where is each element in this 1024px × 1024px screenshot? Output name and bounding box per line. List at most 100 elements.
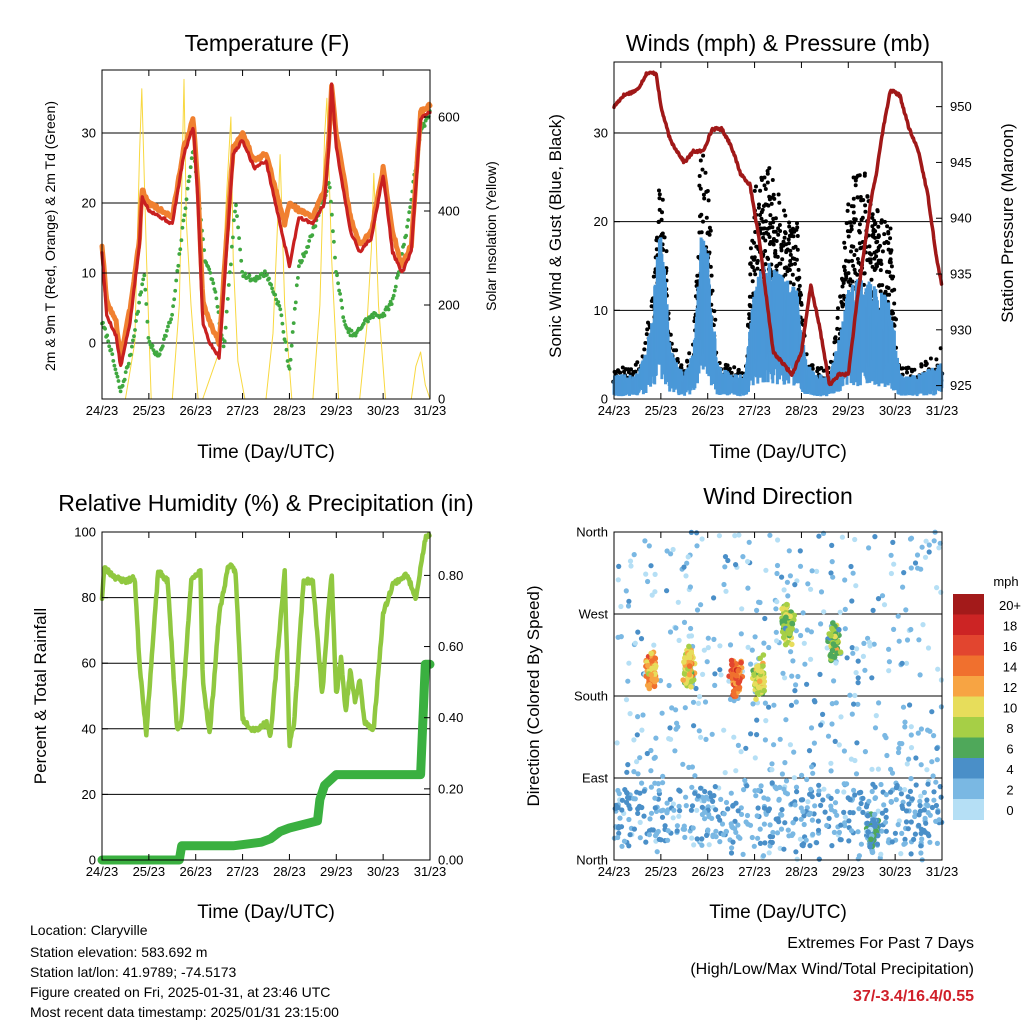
x-tick-label: 31/23 <box>926 864 959 879</box>
gust-point <box>783 272 788 277</box>
winds-axes: 24/23 25/23 26/23 27/23 28/23 29/23 30/23 31/23… <box>594 62 972 418</box>
gust-point <box>906 365 911 370</box>
gust-point <box>788 280 793 285</box>
direction-point <box>704 659 710 665</box>
direction-point <box>733 562 739 568</box>
direction-point <box>807 843 813 849</box>
direction-point <box>693 685 699 692</box>
direction-point <box>917 798 923 805</box>
direction-point <box>717 817 723 823</box>
gust-point <box>879 262 884 266</box>
dewpoint-point <box>109 347 114 352</box>
dewpoint-point <box>166 324 170 329</box>
direction-point <box>635 714 641 720</box>
direction-point <box>917 803 923 809</box>
direction-point <box>682 655 688 661</box>
direction-point <box>917 672 923 678</box>
y-tick-label: 100 <box>74 525 96 540</box>
direction-point <box>904 761 910 767</box>
direction-point <box>687 584 694 590</box>
direction-point <box>615 804 621 811</box>
direction-point <box>850 570 856 576</box>
dewpoint-point <box>307 239 312 243</box>
dewpoint-point <box>302 254 306 259</box>
extremes-values: 37/-3.4/16.4/0.55 <box>853 988 974 1005</box>
gust-point <box>876 233 881 238</box>
gust-point <box>752 240 756 245</box>
direction-point <box>817 671 823 678</box>
direction-point <box>780 670 786 676</box>
direction-point <box>816 533 822 539</box>
y-tick-label: South <box>574 689 608 704</box>
direction-point <box>782 675 788 681</box>
dewpoint-point <box>339 298 344 303</box>
y2-tick-label: 0.00 <box>438 853 463 868</box>
direction-point <box>912 560 919 566</box>
direction-point <box>933 779 939 785</box>
direction-point <box>755 684 762 691</box>
direction-point <box>721 581 727 588</box>
direction-point <box>694 607 701 613</box>
direction-point <box>828 803 834 809</box>
dewpoint-point <box>422 124 427 128</box>
dewpoint-point <box>404 233 408 238</box>
direction-xlabel: Time (Day/UTC) <box>709 902 847 923</box>
x-tick-label: 25/23 <box>645 403 678 418</box>
direction-point <box>738 659 744 666</box>
gust-point <box>727 366 732 371</box>
dewpoint-point <box>120 383 125 388</box>
direction-point <box>934 745 940 752</box>
y2-tick-label: 935 <box>950 267 972 282</box>
direction-point <box>727 642 734 648</box>
direction-point <box>779 606 785 612</box>
gust-point <box>766 203 771 208</box>
dewpoint-point <box>136 309 141 314</box>
direction-point <box>850 810 856 816</box>
gust-point <box>771 220 776 225</box>
dewpoint-point <box>338 292 342 296</box>
direction-point <box>832 738 838 745</box>
gust-point <box>794 227 799 232</box>
gust-point <box>836 306 840 311</box>
direction-point <box>883 792 889 798</box>
direction-point <box>649 658 655 664</box>
direction-point <box>626 660 632 666</box>
direction-point <box>902 787 908 793</box>
direction-point <box>682 834 688 841</box>
direction-point <box>782 760 788 766</box>
direction-point <box>627 711 633 717</box>
direction-point <box>896 638 902 644</box>
direction-point <box>651 683 658 690</box>
direction-point <box>908 565 914 571</box>
direction-point <box>686 643 692 650</box>
direction-point <box>872 823 878 829</box>
dewpoint-point <box>145 319 150 324</box>
direction-point <box>705 645 711 651</box>
direction-point <box>797 836 804 842</box>
gust-point <box>633 369 638 374</box>
direction-point <box>746 539 752 545</box>
dewpoint-point <box>103 326 107 331</box>
direction-point <box>814 568 820 575</box>
gust-point <box>848 220 853 225</box>
direction-point <box>860 653 867 660</box>
dewpoint-point <box>174 278 179 283</box>
gust-point <box>685 358 690 363</box>
direction-point <box>892 830 899 836</box>
direction-point <box>913 782 919 788</box>
station-pressure-series <box>612 70 944 387</box>
direction-point <box>731 698 737 704</box>
direction-point <box>779 574 785 580</box>
direction-point <box>900 584 906 590</box>
gust-point <box>778 229 783 233</box>
legend-label: 6 <box>1006 742 1013 757</box>
direction-point <box>856 790 862 796</box>
direction-point <box>872 534 878 540</box>
gust-point <box>892 287 897 292</box>
direction-point <box>829 843 835 849</box>
gust-point <box>644 332 649 337</box>
direction-point <box>884 752 890 759</box>
gust-point <box>762 226 767 231</box>
direction-point <box>686 671 693 678</box>
direction-point <box>754 813 760 819</box>
